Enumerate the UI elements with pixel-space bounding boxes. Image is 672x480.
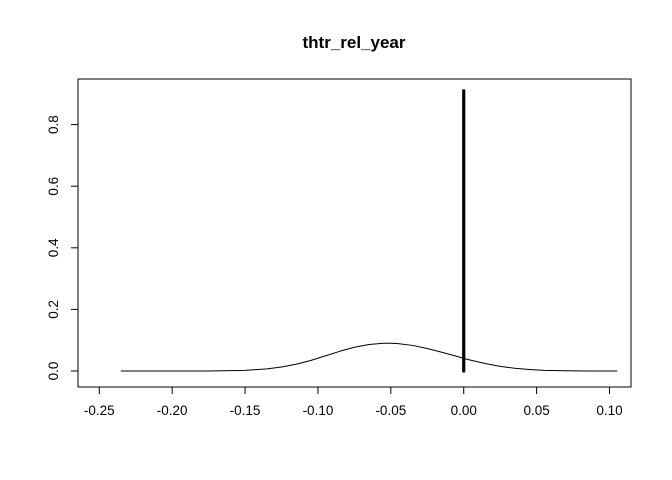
y-axis: 0.0 0.2 0.4 0.6 0.8 (46, 115, 79, 381)
plot-frame (77, 78, 632, 388)
x-tick-label: -0.20 (157, 403, 188, 418)
x-tick-label: 0.00 (451, 403, 477, 418)
y-tick-label: 0.4 (46, 238, 61, 257)
series-layer (120, 89, 618, 373)
x-tick-label: -0.15 (230, 403, 261, 418)
x-tick-label: 0.05 (523, 403, 549, 418)
y-tick-label: 0.0 (46, 362, 61, 381)
y-tick-label: 0.2 (46, 300, 61, 319)
x-axis: -0.25 -0.20 -0.15 -0.10 -0.05 0.00 0.05 0.10 (84, 386, 623, 418)
x-tick-label: -0.25 (84, 403, 115, 418)
x-tick-label: 0.10 (596, 403, 622, 418)
y-tick-label: 0.8 (46, 115, 61, 134)
x-tick-label: -0.10 (303, 403, 334, 418)
chart-title: thtr_rel_year (302, 33, 405, 52)
x-tick-label: -0.05 (375, 403, 406, 418)
y-tick-label: 0.6 (46, 177, 61, 196)
density-curve-series (120, 342, 618, 372)
